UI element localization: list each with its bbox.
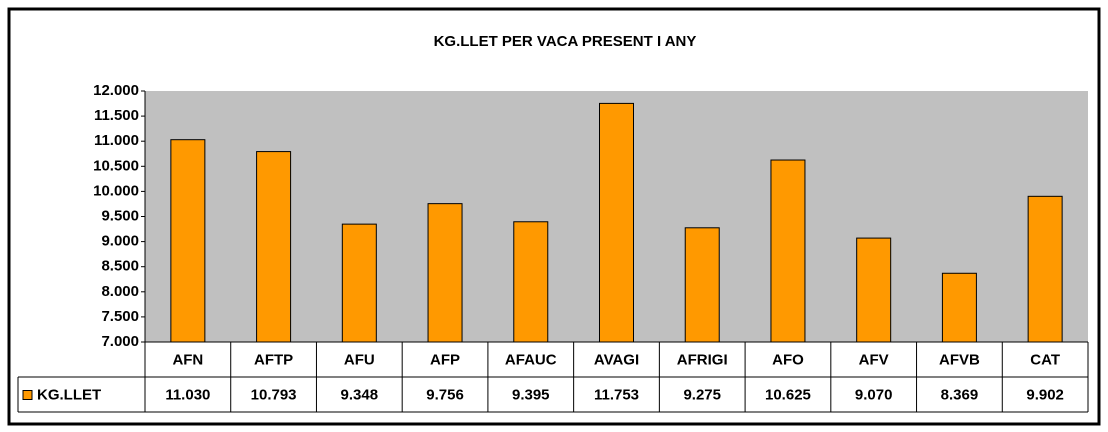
bar	[856, 237, 892, 343]
data-table-value: 9.902	[1026, 386, 1064, 403]
x-tick-label: AFRIGI	[677, 351, 728, 368]
y-tick-label: 9.500	[101, 207, 139, 224]
legend-key	[22, 390, 33, 400]
y-tick-label: 7.000	[101, 333, 139, 350]
x-tick-label: AFP	[430, 351, 460, 368]
x-tick-label: AVAGI	[594, 351, 639, 368]
data-table-value: 10.625	[765, 386, 811, 403]
data-table-value: 10.793	[251, 386, 297, 403]
bar	[941, 272, 977, 343]
x-tick-label: AFAUC	[505, 351, 557, 368]
y-tick-label: 8.500	[101, 258, 139, 275]
y-tick-label: 10.500	[93, 157, 139, 174]
bar	[427, 203, 463, 343]
data-table-value: 9.348	[341, 386, 379, 403]
bar	[341, 223, 377, 343]
data-table-value: 9.395	[512, 386, 550, 403]
data-table-value: 11.030	[165, 386, 210, 403]
x-tick-label: AFVB	[939, 351, 980, 368]
y-tick-label: 11.500	[94, 107, 139, 124]
bar	[599, 102, 634, 343]
data-table-value: 11.753	[594, 386, 639, 403]
bar	[256, 151, 292, 343]
bar	[170, 139, 206, 343]
y-tick-label: 11.000	[94, 132, 139, 149]
bar	[770, 159, 806, 343]
x-tick-label: AFTP	[254, 351, 293, 368]
data-table-value: 8.369	[941, 386, 979, 403]
x-tick-label: CAT	[1030, 351, 1060, 368]
data-table-value: 9.070	[855, 386, 893, 403]
y-tick-label: 9.000	[101, 233, 139, 250]
data-table-value: 9.275	[683, 386, 721, 403]
y-tick-label: 7.500	[101, 308, 139, 325]
bar	[513, 221, 549, 343]
y-tick-label: 12.000	[93, 82, 139, 99]
y-tick-label: 8.000	[101, 283, 139, 300]
bar	[684, 227, 720, 343]
x-tick-label: AFN	[172, 351, 203, 368]
chart-title: KG.LLET PER VACA PRESENT I ANY	[434, 33, 697, 50]
x-tick-label: AFV	[859, 351, 889, 368]
x-tick-label: AFU	[344, 351, 375, 368]
data-table-value: 9.756	[426, 386, 464, 403]
y-tick-label: 10.000	[93, 182, 139, 199]
x-tick-label: AFO	[772, 351, 804, 368]
bar	[1027, 195, 1063, 343]
legend-label: KG.LLET	[37, 386, 101, 403]
